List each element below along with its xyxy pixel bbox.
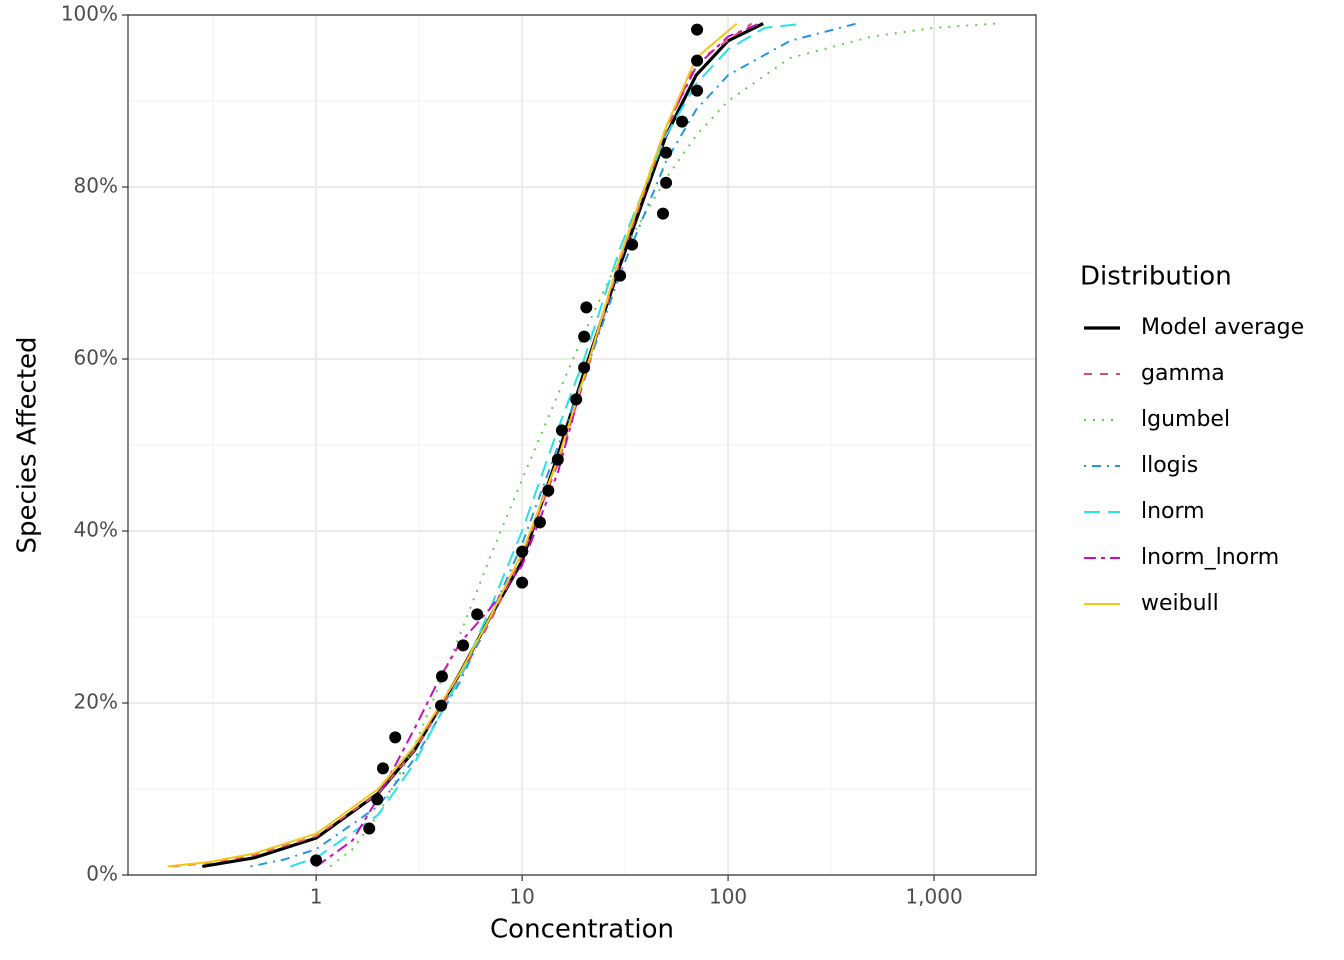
grid — [128, 14, 1036, 876]
legend-title: Distribution — [1080, 262, 1232, 292]
data-point — [376, 762, 389, 775]
x-tick-label: 10 — [509, 885, 534, 909]
x-tick-label: 100 — [709, 885, 747, 909]
legend-label: Model average — [1141, 315, 1304, 340]
data-point — [660, 146, 673, 159]
data-point — [471, 608, 484, 621]
data-point — [578, 330, 591, 343]
data-point — [457, 639, 470, 652]
data-point — [555, 424, 568, 437]
y-tick-label: 0% — [86, 862, 118, 886]
data-point — [676, 115, 689, 128]
data-point — [363, 822, 376, 835]
x-axis-title: Concentration — [490, 915, 674, 945]
data-point — [542, 484, 555, 497]
data-point — [516, 576, 529, 589]
data-point — [656, 207, 669, 220]
data-point — [516, 545, 529, 558]
data-point — [578, 361, 591, 374]
data-point — [570, 393, 583, 406]
y-tick-label: 20% — [74, 690, 118, 714]
data-point — [691, 84, 704, 97]
data-point — [691, 23, 704, 36]
data-point — [310, 854, 323, 867]
legend-label: gamma — [1141, 361, 1225, 386]
y-tick-label: 40% — [74, 518, 118, 542]
y-tick-label: 100% — [61, 2, 118, 26]
legend-label: llogis — [1141, 453, 1198, 478]
data-point — [691, 54, 704, 67]
data-point — [435, 670, 448, 683]
legend-label: weibull — [1141, 591, 1219, 616]
data-point — [614, 269, 627, 282]
axes: 1 10 100 1,000 0% 20% 40% 60% 80% 100% — [61, 2, 963, 909]
data-point — [551, 453, 564, 466]
series-line — [202, 22, 764, 868]
series-line — [250, 22, 857, 868]
panel-border — [127, 14, 1037, 876]
data-point — [533, 516, 546, 529]
data-point — [626, 238, 639, 251]
series-line — [315, 22, 760, 868]
y-tick-label: 80% — [74, 174, 118, 198]
y-axis-title: Species Affected — [13, 336, 43, 553]
data-point — [389, 731, 402, 744]
x-tick-label: 1,000 — [905, 885, 962, 909]
data-point — [371, 793, 384, 806]
legend-label: lnorm_lnorm — [1141, 545, 1279, 570]
points — [310, 23, 704, 867]
legend: Distribution Model average gamma lgumbel ll… — [1080, 262, 1304, 617]
data-point — [660, 176, 673, 189]
x-tick-label: 1 — [310, 885, 323, 909]
legend-label: lgumbel — [1141, 407, 1230, 432]
series-line — [167, 22, 738, 868]
data-point — [435, 699, 448, 712]
y-tick-label: 60% — [74, 346, 118, 370]
legend-label: lnorm — [1141, 499, 1205, 524]
data-point — [580, 301, 593, 314]
